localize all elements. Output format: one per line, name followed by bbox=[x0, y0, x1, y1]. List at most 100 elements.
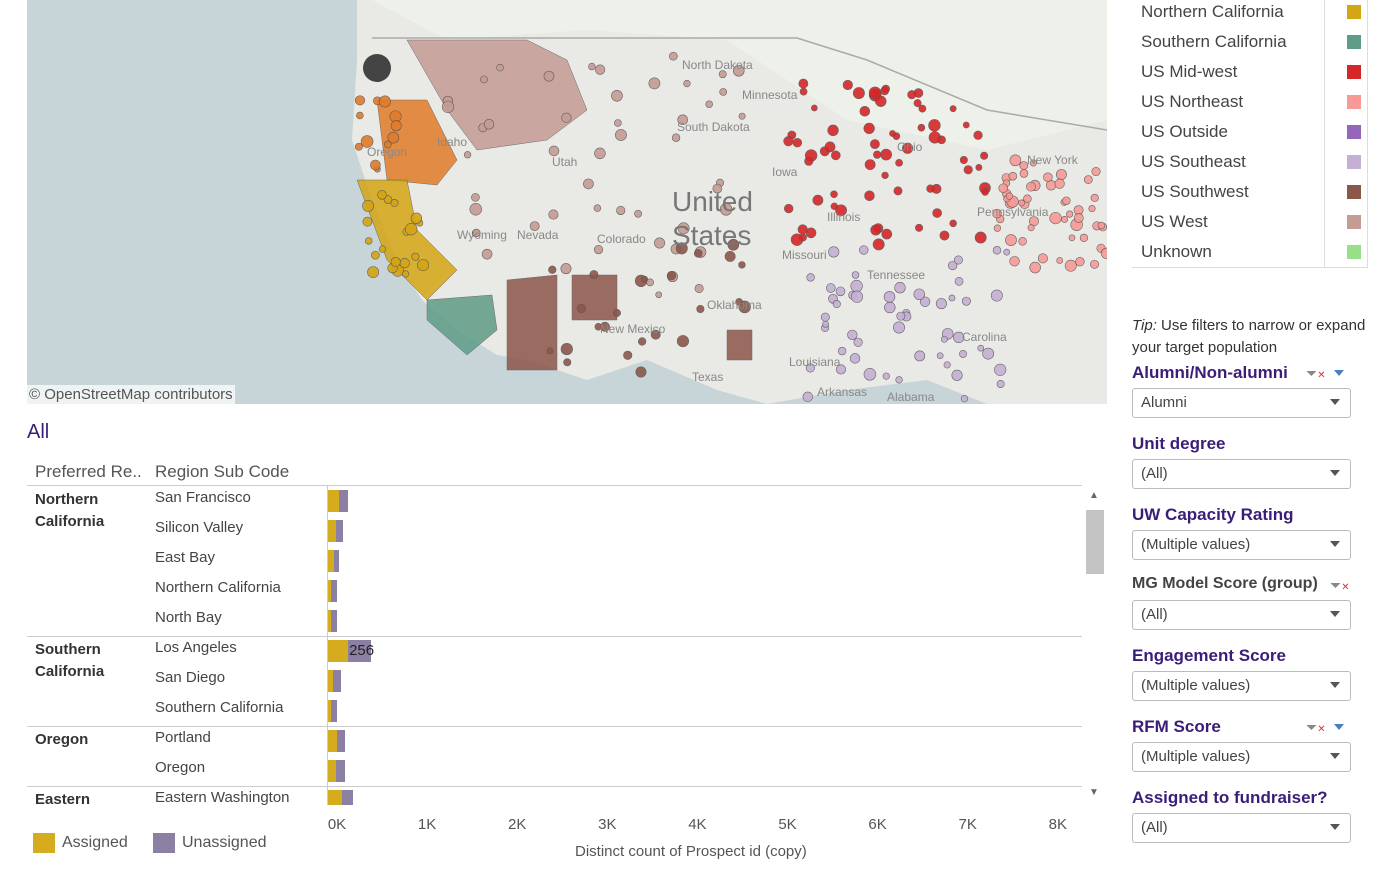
prospect-marker[interactable] bbox=[576, 303, 586, 313]
table-scrollbar[interactable]: ▲ ▼ bbox=[1084, 488, 1106, 800]
prospect-marker[interactable] bbox=[390, 256, 401, 268]
prospect-marker[interactable] bbox=[1026, 181, 1036, 192]
prospect-marker[interactable] bbox=[1075, 257, 1085, 267]
prospect-marker[interactable] bbox=[868, 86, 882, 100]
unassigned-bar[interactable] bbox=[342, 790, 354, 805]
prospect-marker[interactable] bbox=[842, 79, 853, 91]
prospect-marker[interactable] bbox=[975, 164, 983, 171]
prospect-marker[interactable] bbox=[951, 369, 963, 381]
prospect-marker[interactable] bbox=[1019, 169, 1029, 178]
prospect-marker[interactable] bbox=[613, 309, 621, 317]
prospect-marker[interactable] bbox=[883, 291, 896, 303]
prospect-marker[interactable] bbox=[1009, 154, 1022, 167]
scroll-down-icon[interactable]: ▼ bbox=[1089, 787, 1099, 798]
prospect-marker[interactable] bbox=[548, 209, 559, 220]
prospect-marker[interactable] bbox=[870, 224, 882, 236]
prospect-marker[interactable] bbox=[390, 199, 399, 207]
prospect-marker[interactable] bbox=[1088, 204, 1096, 213]
unassigned-bar[interactable] bbox=[335, 760, 345, 782]
unassigned-bar[interactable] bbox=[333, 550, 340, 572]
prospect-marker[interactable] bbox=[820, 312, 830, 322]
prospect-marker[interactable] bbox=[694, 283, 704, 293]
prospect-marker[interactable] bbox=[928, 119, 941, 132]
prospect-marker[interactable] bbox=[367, 266, 380, 279]
prospect-marker[interactable] bbox=[410, 212, 423, 224]
cluster-marker[interactable] bbox=[363, 54, 391, 82]
prospect-marker[interactable] bbox=[738, 261, 746, 269]
prospect-marker[interactable] bbox=[1073, 213, 1084, 223]
prospect-marker[interactable] bbox=[648, 77, 661, 90]
prospect-marker[interactable] bbox=[851, 271, 860, 279]
table-row[interactable]: San Francisco bbox=[27, 486, 1082, 516]
prospect-marker[interactable] bbox=[594, 147, 606, 160]
table-row[interactable]: San Diego bbox=[27, 666, 1082, 696]
prospect-marker[interactable] bbox=[1043, 172, 1053, 182]
prospect-marker[interactable] bbox=[992, 208, 1002, 219]
prospect-marker[interactable] bbox=[847, 329, 858, 340]
prospect-marker[interactable] bbox=[676, 335, 690, 348]
prospect-marker[interactable] bbox=[377, 190, 387, 200]
prospect-marker[interactable] bbox=[1090, 259, 1100, 269]
prospect-marker[interactable] bbox=[623, 350, 633, 360]
prospect-marker[interactable] bbox=[896, 311, 906, 321]
prospect-marker[interactable] bbox=[982, 347, 995, 360]
prospect-marker[interactable] bbox=[1054, 178, 1065, 189]
legend-item[interactable]: US Outside bbox=[1141, 117, 1366, 147]
prospect-marker[interactable] bbox=[1068, 234, 1076, 242]
filter-dropdown[interactable]: (Multiple values) bbox=[1132, 530, 1351, 560]
assigned-bar[interactable] bbox=[328, 730, 338, 752]
prospect-marker[interactable] bbox=[1023, 194, 1032, 204]
prospect-marker[interactable] bbox=[948, 294, 956, 302]
prospect-marker[interactable] bbox=[719, 203, 733, 216]
legend-assigned[interactable]: Assigned bbox=[62, 834, 128, 851]
assigned-bar[interactable] bbox=[328, 640, 349, 662]
region-polygon[interactable] bbox=[426, 294, 498, 356]
region-polygon[interactable] bbox=[571, 274, 618, 321]
prospect-marker[interactable] bbox=[805, 227, 817, 239]
prospect-marker[interactable] bbox=[1005, 234, 1017, 246]
prospect-marker[interactable] bbox=[548, 145, 560, 157]
legend-item[interactable]: Southern California bbox=[1141, 27, 1366, 57]
prospect-marker[interactable] bbox=[947, 260, 958, 271]
prospect-marker[interactable] bbox=[959, 156, 968, 165]
prospect-marker[interactable] bbox=[655, 291, 663, 299]
legend-item[interactable]: Northern California bbox=[1141, 0, 1366, 27]
prospect-marker[interactable] bbox=[893, 186, 903, 196]
prospect-marker[interactable] bbox=[480, 75, 488, 84]
prospect-marker[interactable] bbox=[1005, 192, 1014, 200]
prospect-marker[interactable] bbox=[588, 62, 596, 71]
prospect-marker[interactable] bbox=[802, 391, 813, 402]
prospect-marker[interactable] bbox=[835, 204, 847, 217]
prospect-marker[interactable] bbox=[635, 366, 647, 378]
prospect-marker[interactable] bbox=[483, 119, 495, 130]
prospect-marker[interactable] bbox=[960, 395, 969, 403]
prospect-marker[interactable] bbox=[718, 70, 727, 79]
assigned-bar[interactable] bbox=[328, 580, 331, 602]
prospect-marker[interactable] bbox=[932, 208, 942, 218]
unassigned-bar[interactable] bbox=[331, 700, 338, 722]
prospect-marker[interactable] bbox=[1027, 224, 1035, 232]
prospect-marker[interactable] bbox=[471, 193, 480, 202]
assigned-bar[interactable] bbox=[328, 520, 337, 542]
prospect-marker[interactable] bbox=[913, 288, 926, 301]
prospect-marker[interactable] bbox=[902, 142, 914, 154]
prospect-marker[interactable] bbox=[864, 159, 876, 171]
prospect-marker[interactable] bbox=[994, 363, 1007, 376]
table-row[interactable]: Silicon Valley bbox=[27, 516, 1082, 546]
prospect-marker[interactable] bbox=[859, 245, 869, 255]
assigned-bar[interactable] bbox=[328, 550, 334, 572]
unassigned-bar[interactable] bbox=[337, 730, 346, 752]
legend-unassigned[interactable]: Unassigned bbox=[182, 834, 267, 851]
prospect-marker[interactable] bbox=[783, 136, 794, 147]
prospect-marker[interactable] bbox=[593, 245, 604, 255]
table-row[interactable]: North Bay bbox=[27, 606, 1082, 636]
region-polygon[interactable] bbox=[406, 39, 588, 151]
prospect-marker[interactable] bbox=[354, 95, 366, 106]
prospect-marker[interactable] bbox=[666, 270, 677, 281]
prospect-marker[interactable] bbox=[949, 105, 957, 113]
prospect-marker[interactable] bbox=[615, 129, 627, 141]
prospect-marker[interactable] bbox=[1066, 210, 1074, 218]
prospect-marker[interactable] bbox=[594, 64, 606, 75]
prospect-marker[interactable] bbox=[811, 104, 818, 112]
prospect-marker[interactable] bbox=[881, 228, 893, 240]
